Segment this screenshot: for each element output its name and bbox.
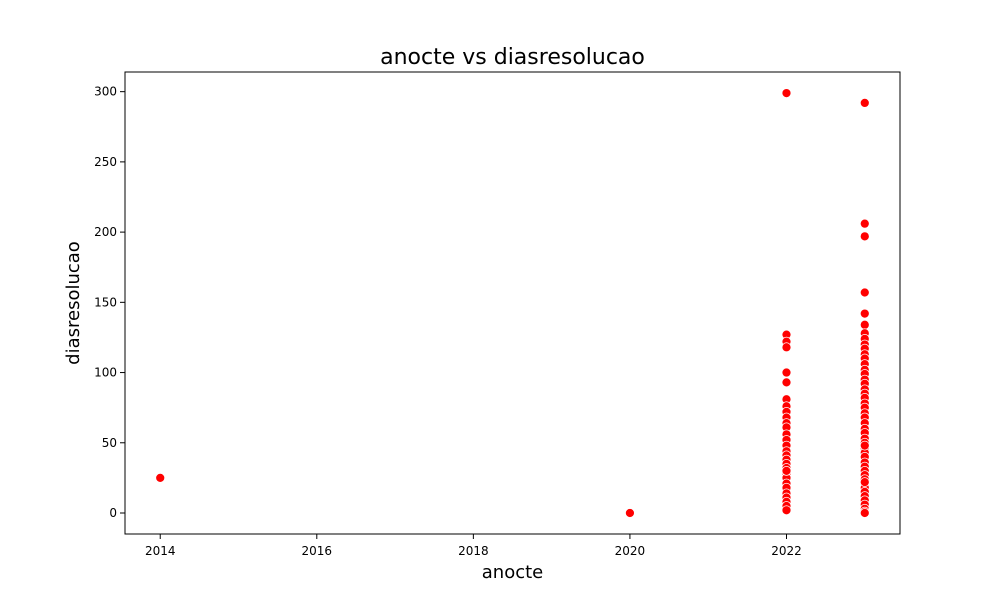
x-tick-label: 2022	[771, 544, 802, 558]
y-tick-label: 0	[109, 506, 117, 520]
data-point	[859, 308, 870, 319]
y-tick-label: 50	[102, 436, 117, 450]
data-point	[155, 473, 166, 483]
data-point	[625, 508, 635, 518]
data-point	[859, 508, 870, 518]
x-tick-label: 2014	[145, 544, 176, 558]
y-tick-label: 100	[94, 366, 117, 380]
data-point	[781, 367, 792, 378]
data-point	[781, 88, 792, 98]
data-point	[859, 477, 870, 487]
data-point	[859, 98, 870, 108]
x-axis: 2014 2016 2018 2020 2022	[145, 534, 802, 558]
y-tick-label: 300	[94, 85, 117, 99]
data-point	[781, 342, 792, 353]
x-tick-label: 2020	[615, 544, 646, 558]
x-tick-label: 2018	[458, 544, 489, 558]
y-tick-label: 150	[94, 295, 117, 309]
y-axis: 0 50 100 150 200 250 300	[94, 85, 125, 520]
data-point	[781, 505, 792, 516]
y-tick-label: 250	[94, 155, 117, 169]
x-tick-label: 2016	[302, 544, 333, 558]
data-point	[859, 440, 870, 451]
data-point	[859, 287, 870, 298]
plot-area-frame	[124, 71, 901, 535]
y-tick-label: 200	[94, 225, 117, 239]
data-point	[859, 218, 870, 229]
data-points	[155, 88, 870, 518]
data-point	[781, 377, 792, 388]
data-point	[781, 465, 792, 476]
data-point	[859, 231, 870, 242]
y-axis-label: diasresolucao	[63, 241, 84, 365]
chart-title: anocte vs diasresolucao	[380, 45, 645, 70]
x-axis-label: anocte	[482, 562, 543, 583]
data-point	[859, 319, 870, 330]
